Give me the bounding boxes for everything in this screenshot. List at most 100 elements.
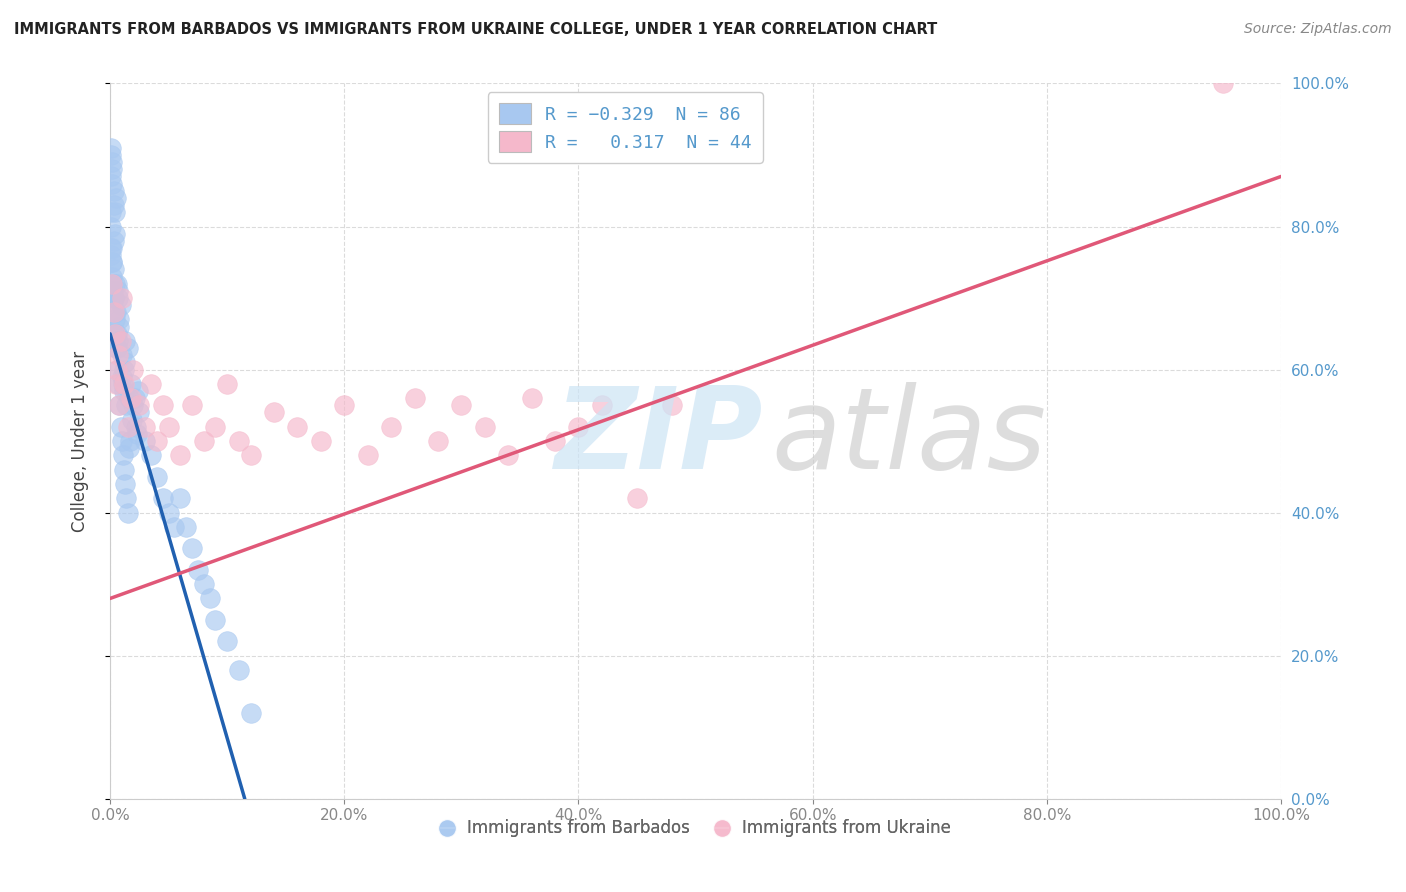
Point (105, 362, 128, 376)
Point (107, 291, 129, 305)
Point (105, 362, 128, 376)
Point (107, 376, 129, 391)
Point (122, 398, 145, 412)
Point (105, 277, 128, 291)
Point (104, 191, 127, 205)
Point (193, 434, 215, 449)
Point (169, 449, 191, 463)
Point (110, 298, 132, 312)
Point (101, 277, 124, 291)
Point (112, 362, 135, 376)
Point (134, 419, 156, 434)
Point (101, 269, 124, 284)
Point (108, 398, 131, 412)
Point (110, 419, 132, 434)
Point (134, 434, 156, 449)
Point (101, 155, 124, 169)
Point (101, 162, 124, 177)
Point (198, 591, 221, 606)
Point (114, 355, 136, 369)
Point (103, 184, 125, 198)
Point (103, 305, 125, 319)
Point (104, 326, 127, 341)
Point (474, 419, 496, 434)
Point (146, 434, 169, 449)
Point (228, 663, 250, 677)
Point (139, 376, 162, 391)
Point (117, 419, 139, 434)
Point (112, 384, 135, 398)
Point (118, 391, 141, 405)
Point (100, 141, 122, 155)
Point (204, 419, 226, 434)
Point (101, 255, 124, 269)
Text: IMMIGRANTS FROM BARBADOS VS IMMIGRANTS FROM UKRAINE COLLEGE, UNDER 1 YEAR CORREL: IMMIGRANTS FROM BARBADOS VS IMMIGRANTS F… (14, 22, 938, 37)
Point (333, 398, 356, 412)
Text: Source: ZipAtlas.com: Source: ZipAtlas.com (1244, 22, 1392, 37)
Point (181, 398, 204, 412)
Point (404, 391, 426, 405)
Point (115, 491, 138, 506)
Point (111, 369, 134, 384)
Point (103, 262, 125, 277)
Point (118, 442, 141, 456)
Point (104, 312, 127, 326)
Point (104, 341, 127, 355)
Point (110, 334, 132, 348)
Point (127, 384, 149, 398)
Point (104, 227, 127, 241)
Point (128, 405, 150, 419)
Point (115, 398, 138, 412)
Point (591, 398, 613, 412)
Point (139, 449, 162, 463)
Point (357, 449, 380, 463)
Point (100, 169, 122, 184)
Point (450, 398, 472, 412)
Text: ZIP: ZIP (555, 382, 763, 493)
Legend: Immigrants from Barbados, Immigrants from Ukraine: Immigrants from Barbados, Immigrants fro… (434, 813, 957, 844)
Point (111, 449, 134, 463)
Point (103, 234, 125, 248)
Point (112, 463, 135, 477)
Point (111, 376, 134, 391)
Point (124, 391, 146, 405)
Point (567, 419, 589, 434)
Point (111, 348, 134, 362)
Point (181, 541, 204, 556)
Point (169, 491, 191, 506)
Point (117, 341, 139, 355)
Point (108, 319, 131, 334)
Point (125, 419, 148, 434)
Point (107, 284, 129, 298)
Point (101, 255, 124, 269)
Point (228, 434, 250, 449)
Point (163, 520, 186, 534)
Point (217, 376, 239, 391)
Point (100, 219, 122, 234)
Point (100, 148, 122, 162)
Point (120, 376, 142, 391)
Point (114, 334, 136, 348)
Point (108, 398, 131, 412)
Point (118, 434, 141, 449)
Point (544, 434, 567, 449)
Point (107, 334, 129, 348)
Point (125, 426, 148, 441)
Point (217, 634, 239, 648)
Y-axis label: College, Under 1 year: College, Under 1 year (72, 351, 89, 532)
Point (1212, 77, 1234, 91)
Point (104, 326, 127, 341)
Point (661, 398, 683, 412)
Point (104, 277, 127, 291)
Point (111, 291, 134, 305)
Point (112, 376, 135, 391)
Point (496, 449, 519, 463)
Point (117, 506, 139, 520)
Point (114, 477, 136, 491)
Point (104, 205, 127, 219)
Point (105, 341, 128, 355)
Point (100, 248, 122, 262)
Point (103, 305, 125, 319)
Point (520, 391, 543, 405)
Point (128, 398, 150, 412)
